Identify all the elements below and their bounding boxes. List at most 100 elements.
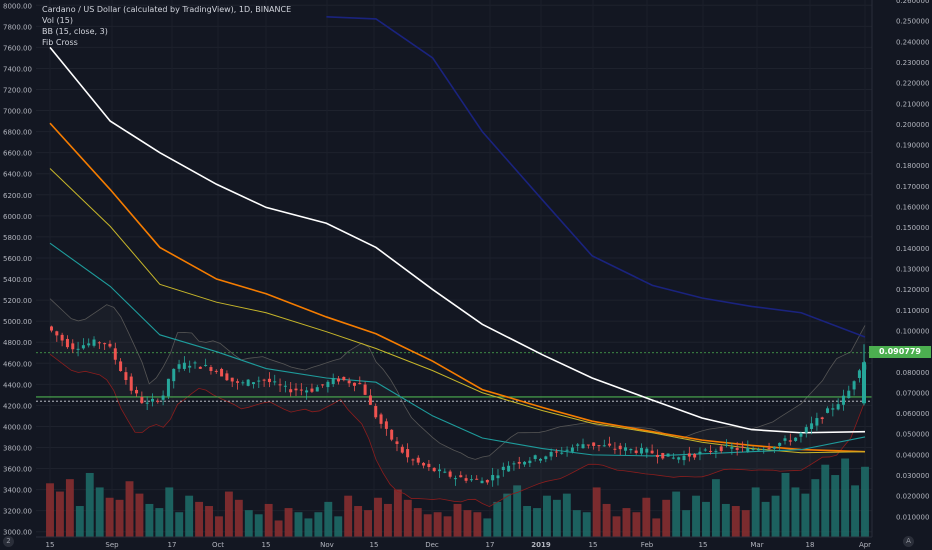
volume-bar bbox=[155, 508, 164, 537]
indicator-volume[interactable]: Vol (15) bbox=[42, 16, 73, 25]
right-axis[interactable]: 0.260000 0.250000 0.240000 0.230000 0.220000… bbox=[871, 0, 932, 550]
candle-body bbox=[182, 362, 186, 369]
left-tick-label: 7600.00 bbox=[3, 44, 32, 52]
candle-body bbox=[762, 448, 766, 451]
volume-bar bbox=[364, 510, 372, 537]
ma-line bbox=[49, 46, 866, 434]
right-tick-label: 0.110000 bbox=[896, 307, 929, 315]
candle-body bbox=[826, 408, 830, 413]
left-tick-label: 4800.00 bbox=[3, 339, 32, 347]
volume-bar bbox=[702, 501, 710, 537]
candle-body bbox=[257, 380, 261, 382]
candle-body bbox=[230, 377, 234, 382]
time-tick-label: 15 bbox=[262, 541, 271, 549]
candle-body bbox=[671, 457, 675, 459]
right-tick-label: 0.030000 bbox=[896, 472, 929, 480]
candle-body bbox=[469, 479, 473, 481]
right-tick-label: 0.010000 bbox=[896, 513, 929, 521]
volume-bar bbox=[552, 499, 561, 537]
candle-body bbox=[299, 389, 303, 391]
volume-bar bbox=[562, 493, 571, 537]
candle-body bbox=[730, 446, 734, 449]
candle-body bbox=[788, 440, 792, 442]
indicator-bollinger[interactable]: BB (15, close, 3) bbox=[42, 27, 108, 36]
fib-lines bbox=[36, 352, 872, 402]
right-tick-label: 0.070000 bbox=[896, 389, 929, 397]
candle-body bbox=[374, 406, 378, 418]
volume-bar bbox=[503, 493, 512, 537]
left-tick-label: 3000.00 bbox=[3, 529, 32, 537]
volume-bar bbox=[831, 475, 840, 537]
left-tick-label: 5000.00 bbox=[3, 318, 32, 326]
candle-body bbox=[193, 362, 197, 364]
candle-body bbox=[756, 449, 760, 451]
candle-body bbox=[236, 381, 240, 383]
volume-bar bbox=[274, 520, 283, 537]
volume-bar bbox=[105, 497, 114, 537]
candle-body bbox=[804, 427, 808, 433]
volume-bar bbox=[334, 516, 343, 537]
right-tick-label: 0.080000 bbox=[896, 369, 929, 377]
candle-body bbox=[209, 367, 213, 371]
candle-body bbox=[108, 343, 112, 347]
auto-scale-button[interactable]: A bbox=[903, 536, 914, 547]
candle-body bbox=[565, 449, 569, 451]
left-corner-badge[interactable]: 2 bbox=[3, 536, 14, 547]
candle-body bbox=[129, 376, 133, 391]
volume-bar bbox=[483, 518, 492, 537]
candle-body bbox=[453, 478, 457, 480]
candle-body bbox=[342, 376, 346, 381]
candle-body bbox=[735, 447, 739, 450]
volume-bar bbox=[781, 472, 790, 537]
candle-body bbox=[188, 365, 192, 368]
left-tick-label: 6600.00 bbox=[3, 150, 32, 158]
candle-body bbox=[597, 445, 601, 447]
candle-body bbox=[156, 400, 160, 402]
indicator-fib-cross[interactable]: Fib Cross bbox=[42, 38, 78, 47]
candle-body bbox=[523, 461, 527, 465]
candle-body bbox=[613, 448, 617, 450]
right-tick-label: 0.060000 bbox=[896, 410, 929, 418]
volume-bar bbox=[771, 495, 780, 537]
volume-bar bbox=[215, 516, 223, 537]
right-tick-label: 0.220000 bbox=[896, 80, 929, 88]
volume-bar bbox=[165, 487, 174, 537]
volume-bar bbox=[622, 508, 631, 537]
right-tick-label: 0.040000 bbox=[896, 451, 929, 459]
time-tick-label: 15 bbox=[46, 541, 55, 549]
left-tick-label: 6800.00 bbox=[3, 129, 32, 137]
candle-body bbox=[113, 348, 117, 360]
left-tick-label: 3200.00 bbox=[3, 508, 32, 516]
candle-body bbox=[698, 451, 702, 455]
volume-bar bbox=[582, 512, 591, 537]
candle-body bbox=[87, 343, 91, 346]
candle-body bbox=[315, 387, 319, 392]
left-tick-label: 3800.00 bbox=[3, 445, 32, 453]
candle-body bbox=[693, 454, 697, 458]
candle-body bbox=[570, 447, 574, 452]
left-tick-label: 7800.00 bbox=[3, 23, 32, 31]
candle-body bbox=[145, 402, 149, 404]
volume-bar bbox=[463, 510, 472, 537]
volume-bar bbox=[145, 503, 154, 537]
volume-bar bbox=[125, 481, 134, 537]
volume-bar bbox=[592, 487, 601, 537]
symbol-title[interactable]: Cardano / US Dollar (calculated by Tradi… bbox=[42, 5, 292, 14]
left-tick-label: 5600.00 bbox=[3, 255, 32, 263]
candle-body bbox=[740, 446, 744, 448]
last-price-label: 0.090779 bbox=[869, 346, 931, 358]
candle-body bbox=[725, 444, 729, 446]
candle-body bbox=[390, 429, 394, 440]
time-axis-panel bbox=[0, 537, 932, 550]
time-axis[interactable]: 15 Sep 17 Oct 15 Nov 15 Dec 17 2019 15 Feb 15 Mar 18 Ap… bbox=[0, 536, 932, 550]
candle-body bbox=[709, 450, 713, 452]
candle-body bbox=[507, 465, 511, 472]
time-tick-label: 17 bbox=[486, 541, 495, 549]
left-tick-label: 3600.00 bbox=[3, 466, 32, 474]
right-tick-label: 0.160000 bbox=[896, 204, 929, 212]
candle-body bbox=[411, 459, 415, 461]
volume-bar bbox=[413, 508, 422, 537]
left-tick-label: 6400.00 bbox=[3, 171, 32, 179]
